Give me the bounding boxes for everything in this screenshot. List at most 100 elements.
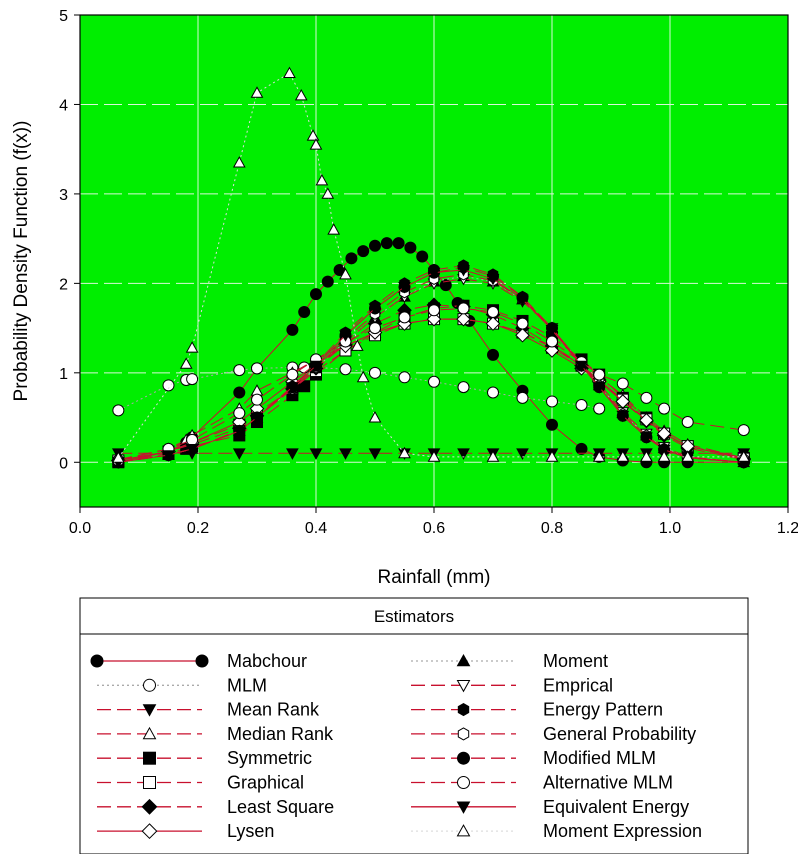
data-point [428, 304, 440, 317]
legend-label: Symmetric [227, 748, 312, 768]
data-point [439, 279, 452, 292]
data-point [486, 450, 500, 462]
data-point [392, 237, 405, 250]
legend-item: Mabchour [90, 651, 307, 671]
data-point [286, 448, 299, 460]
legend-label: Emprical [543, 675, 613, 695]
data-point [186, 373, 199, 386]
legend-item: Mean Rank [97, 700, 320, 720]
x-axis-title: Rainfall (mm) [378, 567, 491, 588]
data-point [681, 450, 695, 462]
data-point [368, 448, 382, 460]
y-tick-label: 4 [59, 97, 68, 114]
data-point [516, 391, 529, 404]
legend: Estimators Mabchour MLM Mean Rank Median Ra… [79, 597, 749, 854]
data-point [487, 305, 499, 318]
data-point [185, 341, 199, 353]
legend-marker [141, 823, 158, 840]
data-point [233, 364, 246, 377]
data-point [185, 443, 199, 456]
axis-ticks: 0.0 0.2 0.4 0.6 0.8 1.0 1.2 0 1 2 3 4 5 [59, 8, 798, 537]
data-point [339, 363, 352, 376]
legend-label: MLM [227, 675, 267, 695]
data-point [250, 86, 264, 98]
x-tick-label: 0.2 [187, 520, 209, 537]
data-point [616, 377, 629, 390]
legend-item: Modified MLM [411, 748, 656, 768]
data-point [546, 335, 558, 348]
legend-marker [457, 776, 470, 789]
x-tick-label: 1.2 [777, 520, 798, 537]
legend-item: Emprical [411, 675, 613, 695]
legend-item: Symmetric [97, 748, 312, 768]
legend-label: Equivalent Energy [543, 797, 689, 817]
data-point [516, 294, 529, 306]
legend-label: Mean Rank [227, 700, 320, 720]
data-point [546, 395, 558, 408]
legend-title: Estimators [374, 607, 454, 626]
legend-marker [457, 751, 470, 765]
x-tick-label: 0.0 [69, 520, 91, 537]
legend-item: Least Square [97, 797, 334, 817]
data-point [426, 311, 442, 327]
data-point [456, 311, 471, 327]
data-point [398, 371, 411, 384]
data-point [369, 322, 381, 335]
data-point [310, 288, 322, 301]
data-point [640, 391, 653, 404]
data-point [457, 448, 470, 460]
data-point [404, 241, 417, 254]
data-point [309, 360, 323, 373]
data-point [515, 327, 530, 343]
legend-item: Graphical [97, 773, 304, 793]
y-tick-label: 2 [59, 276, 68, 293]
data-point [112, 404, 125, 417]
data-point [592, 450, 606, 462]
data-point [286, 382, 299, 394]
legend-marker [143, 678, 156, 692]
data-point [616, 450, 630, 462]
legend-marker [143, 751, 156, 765]
data-point [162, 450, 175, 462]
data-point [737, 424, 750, 437]
data-point [321, 187, 335, 199]
legend-label: Least Square [227, 797, 334, 817]
data-point [546, 418, 558, 431]
data-point [657, 444, 671, 457]
data-point [737, 450, 751, 462]
series-line [118, 269, 744, 463]
y-tick-label: 3 [59, 187, 68, 204]
legend-item: Moment [411, 651, 608, 671]
legend-marker [456, 653, 471, 667]
data-point [545, 324, 559, 337]
legend-label: General Probability [543, 724, 696, 744]
data-point [251, 393, 263, 406]
legend-marker [141, 798, 158, 815]
data-point [298, 305, 311, 318]
legend-item: Median Rank [97, 724, 334, 744]
legend-label: Moment Expression [543, 821, 702, 841]
x-tick-label: 0.8 [541, 520, 563, 537]
data-point [339, 330, 352, 342]
legend-marker [195, 654, 209, 668]
data-point [575, 442, 588, 455]
legend-frame [79, 597, 749, 854]
legend-marker [143, 776, 156, 789]
data-point [658, 402, 671, 415]
legend-item: Energy Pattern [411, 700, 663, 720]
data-point [339, 448, 352, 460]
data-point [486, 273, 500, 286]
data-point [457, 381, 470, 394]
x-tick-label: 0.6 [423, 520, 445, 537]
legend-item: General Probability [411, 724, 696, 744]
y-tick-label: 1 [59, 366, 68, 383]
data-point [640, 432, 653, 444]
data-point [575, 399, 588, 412]
data-point [545, 450, 559, 462]
series-line [118, 307, 744, 461]
data-point [250, 412, 264, 425]
data-point [345, 252, 358, 265]
data-point [232, 156, 246, 168]
legend-label: Alternative MLM [543, 773, 673, 793]
legend-items: Mabchour MLM Mean Rank Median Rank Symmetric… [90, 651, 702, 841]
